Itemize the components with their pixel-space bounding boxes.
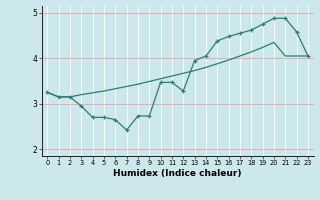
X-axis label: Humidex (Indice chaleur): Humidex (Indice chaleur) [113,169,242,178]
